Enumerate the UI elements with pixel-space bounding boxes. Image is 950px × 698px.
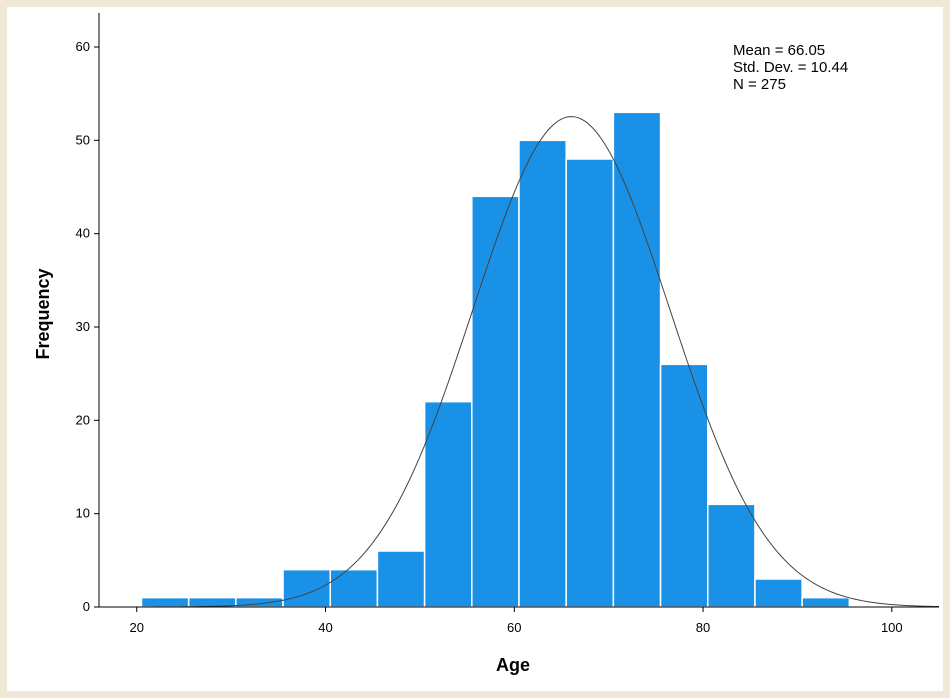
y-tick-label: 50	[76, 132, 90, 147]
histogram-bar-1	[140, 596, 190, 608]
x-axis-ticks: 20 40 60 80 100	[130, 607, 903, 635]
histogram-bar-4	[282, 568, 331, 608]
y-tick-label: 10	[76, 506, 90, 521]
axes: 0 10 20 30 40 50 60 20 40 60 80 100	[76, 13, 939, 635]
histogram-bar-9	[518, 139, 567, 608]
histogram-bar-13	[707, 503, 756, 608]
y-tick-label: 40	[76, 226, 90, 241]
x-tick-label: 40	[318, 620, 332, 635]
histogram-bar-11	[612, 111, 662, 608]
histogram-bar-10	[565, 158, 615, 608]
histogram-bars	[140, 111, 851, 608]
x-tick-label: 60	[507, 620, 521, 635]
y-axis-ticks: 0 10 20 30 40 50 60	[76, 39, 99, 614]
x-tick-label: 100	[881, 620, 903, 635]
y-tick-label: 60	[76, 39, 90, 54]
histogram-bar-12	[659, 363, 709, 608]
histogram-bar-14	[754, 578, 803, 608]
histogram-bar-7	[423, 400, 473, 608]
stat-std-dev: Std. Dev. = 10.44	[733, 59, 848, 76]
stats-box: Mean = 66.05 Std. Dev. = 10.44 N = 275	[733, 42, 848, 93]
x-axis-title: Age	[496, 655, 530, 675]
y-tick-label: 0	[83, 599, 90, 614]
x-tick-label: 20	[130, 620, 144, 635]
histogram-bar-6	[376, 550, 426, 608]
histogram-bar-8	[471, 195, 520, 608]
histogram-bar-15	[801, 596, 851, 608]
normal-curve	[136, 116, 940, 608]
x-tick-label: 80	[696, 620, 710, 635]
stat-n: N = 275	[733, 76, 786, 93]
stat-mean: Mean = 66.05	[733, 42, 825, 59]
y-axis-title: Frequency	[33, 268, 53, 359]
histogram-bar-5	[329, 568, 379, 608]
y-tick-label: 20	[76, 412, 90, 427]
chart-panel: 0 10 20 30 40 50 60 20 40 60 80 100 Frequency Age …	[7, 7, 943, 691]
y-tick-label: 30	[76, 319, 90, 334]
